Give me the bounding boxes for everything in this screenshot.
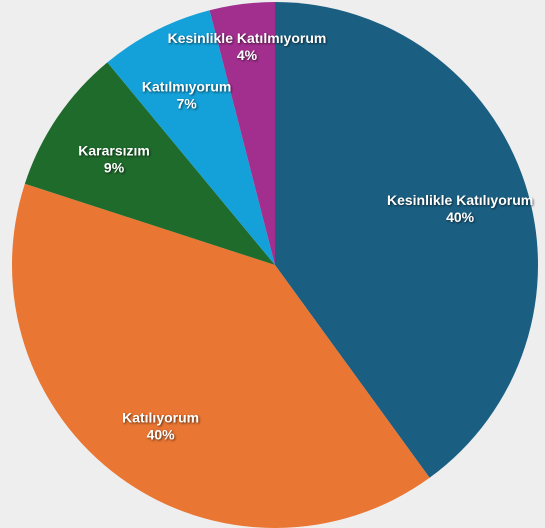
category-label: Kesinlikle Katılmıyorum: [168, 30, 327, 46]
value-label: 40%: [147, 426, 176, 442]
pie-slice: [12, 183, 430, 528]
category-label: Katılmıyorum: [142, 79, 231, 95]
value-label: 40%: [446, 209, 475, 225]
value-label: 7%: [177, 96, 198, 112]
value-label: 4%: [237, 47, 258, 63]
pie-slice: [107, 10, 276, 265]
slice-label: Kesinlikle Katılıyorum 40%: [387, 192, 533, 225]
category-label: Kararsızım: [78, 143, 150, 159]
pie-slice: [209, 1, 275, 265]
slice-label: Kesinlikle Katılmıyorum 4%: [168, 30, 327, 63]
category-label: Kesinlikle Katılıyorum: [387, 192, 533, 208]
value-label: 9%: [104, 160, 125, 176]
pie-slice: [24, 62, 276, 266]
pie-slice: [275, 2, 538, 478]
slice-label: Kararsızım 9%: [78, 143, 150, 176]
slice-label: Katılıyorum 40%: [122, 409, 199, 442]
category-label: Katılıyorum: [122, 409, 199, 425]
slice-label: Katılmıyorum 7%: [142, 79, 231, 112]
